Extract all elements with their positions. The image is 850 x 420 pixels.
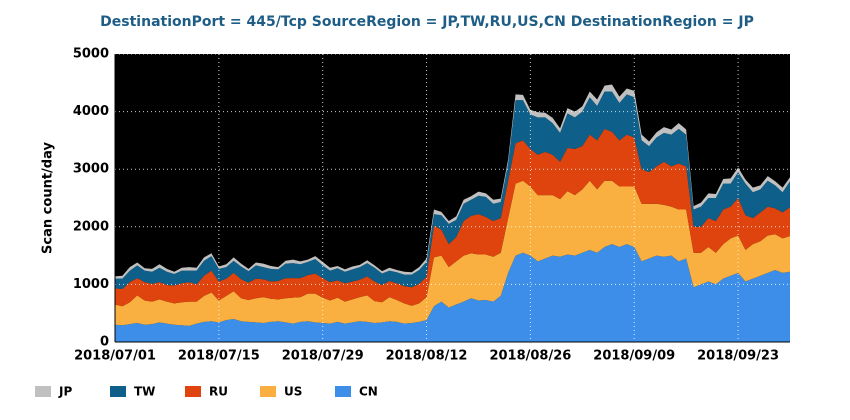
- legend-swatch: [260, 386, 276, 397]
- legend-label: RU: [209, 385, 228, 399]
- legend-swatch: [110, 386, 126, 397]
- area-ru: [115, 128, 790, 307]
- legend-label: US: [284, 385, 302, 399]
- y-tick-label: 3000: [73, 162, 109, 177]
- x-tick-label: 2018/09/23: [697, 349, 779, 364]
- x-tick-label: 2018/07/29: [282, 349, 364, 364]
- legend-label: CN: [359, 385, 378, 399]
- x-tick-label: 2018/07/01: [74, 349, 156, 364]
- area-cn: [115, 244, 790, 342]
- area-us: [115, 180, 790, 326]
- y-tick-label: 2000: [73, 219, 109, 234]
- y-axis-label: Scan count/day: [41, 142, 56, 254]
- legend-swatch: [335, 386, 351, 397]
- x-tick-label: 2018/07/15: [178, 349, 260, 364]
- y-tick-label: 1000: [73, 277, 109, 292]
- chart-title: DestinationPort = 445/Tcp SourceRegion =…: [100, 14, 754, 30]
- legend-label: TW: [134, 385, 155, 399]
- y-tick-label: 0: [100, 335, 109, 350]
- y-tick-label: 5000: [73, 47, 109, 62]
- x-tick-label: 2018/08/26: [489, 349, 571, 364]
- legend-swatch: [35, 386, 51, 397]
- x-tick-label: 2018/09/09: [593, 349, 675, 364]
- legend-swatch: [185, 386, 201, 397]
- x-tick-label: 2018/08/12: [386, 349, 468, 364]
- legend-label: JP: [58, 385, 72, 399]
- y-tick-label: 4000: [73, 104, 109, 119]
